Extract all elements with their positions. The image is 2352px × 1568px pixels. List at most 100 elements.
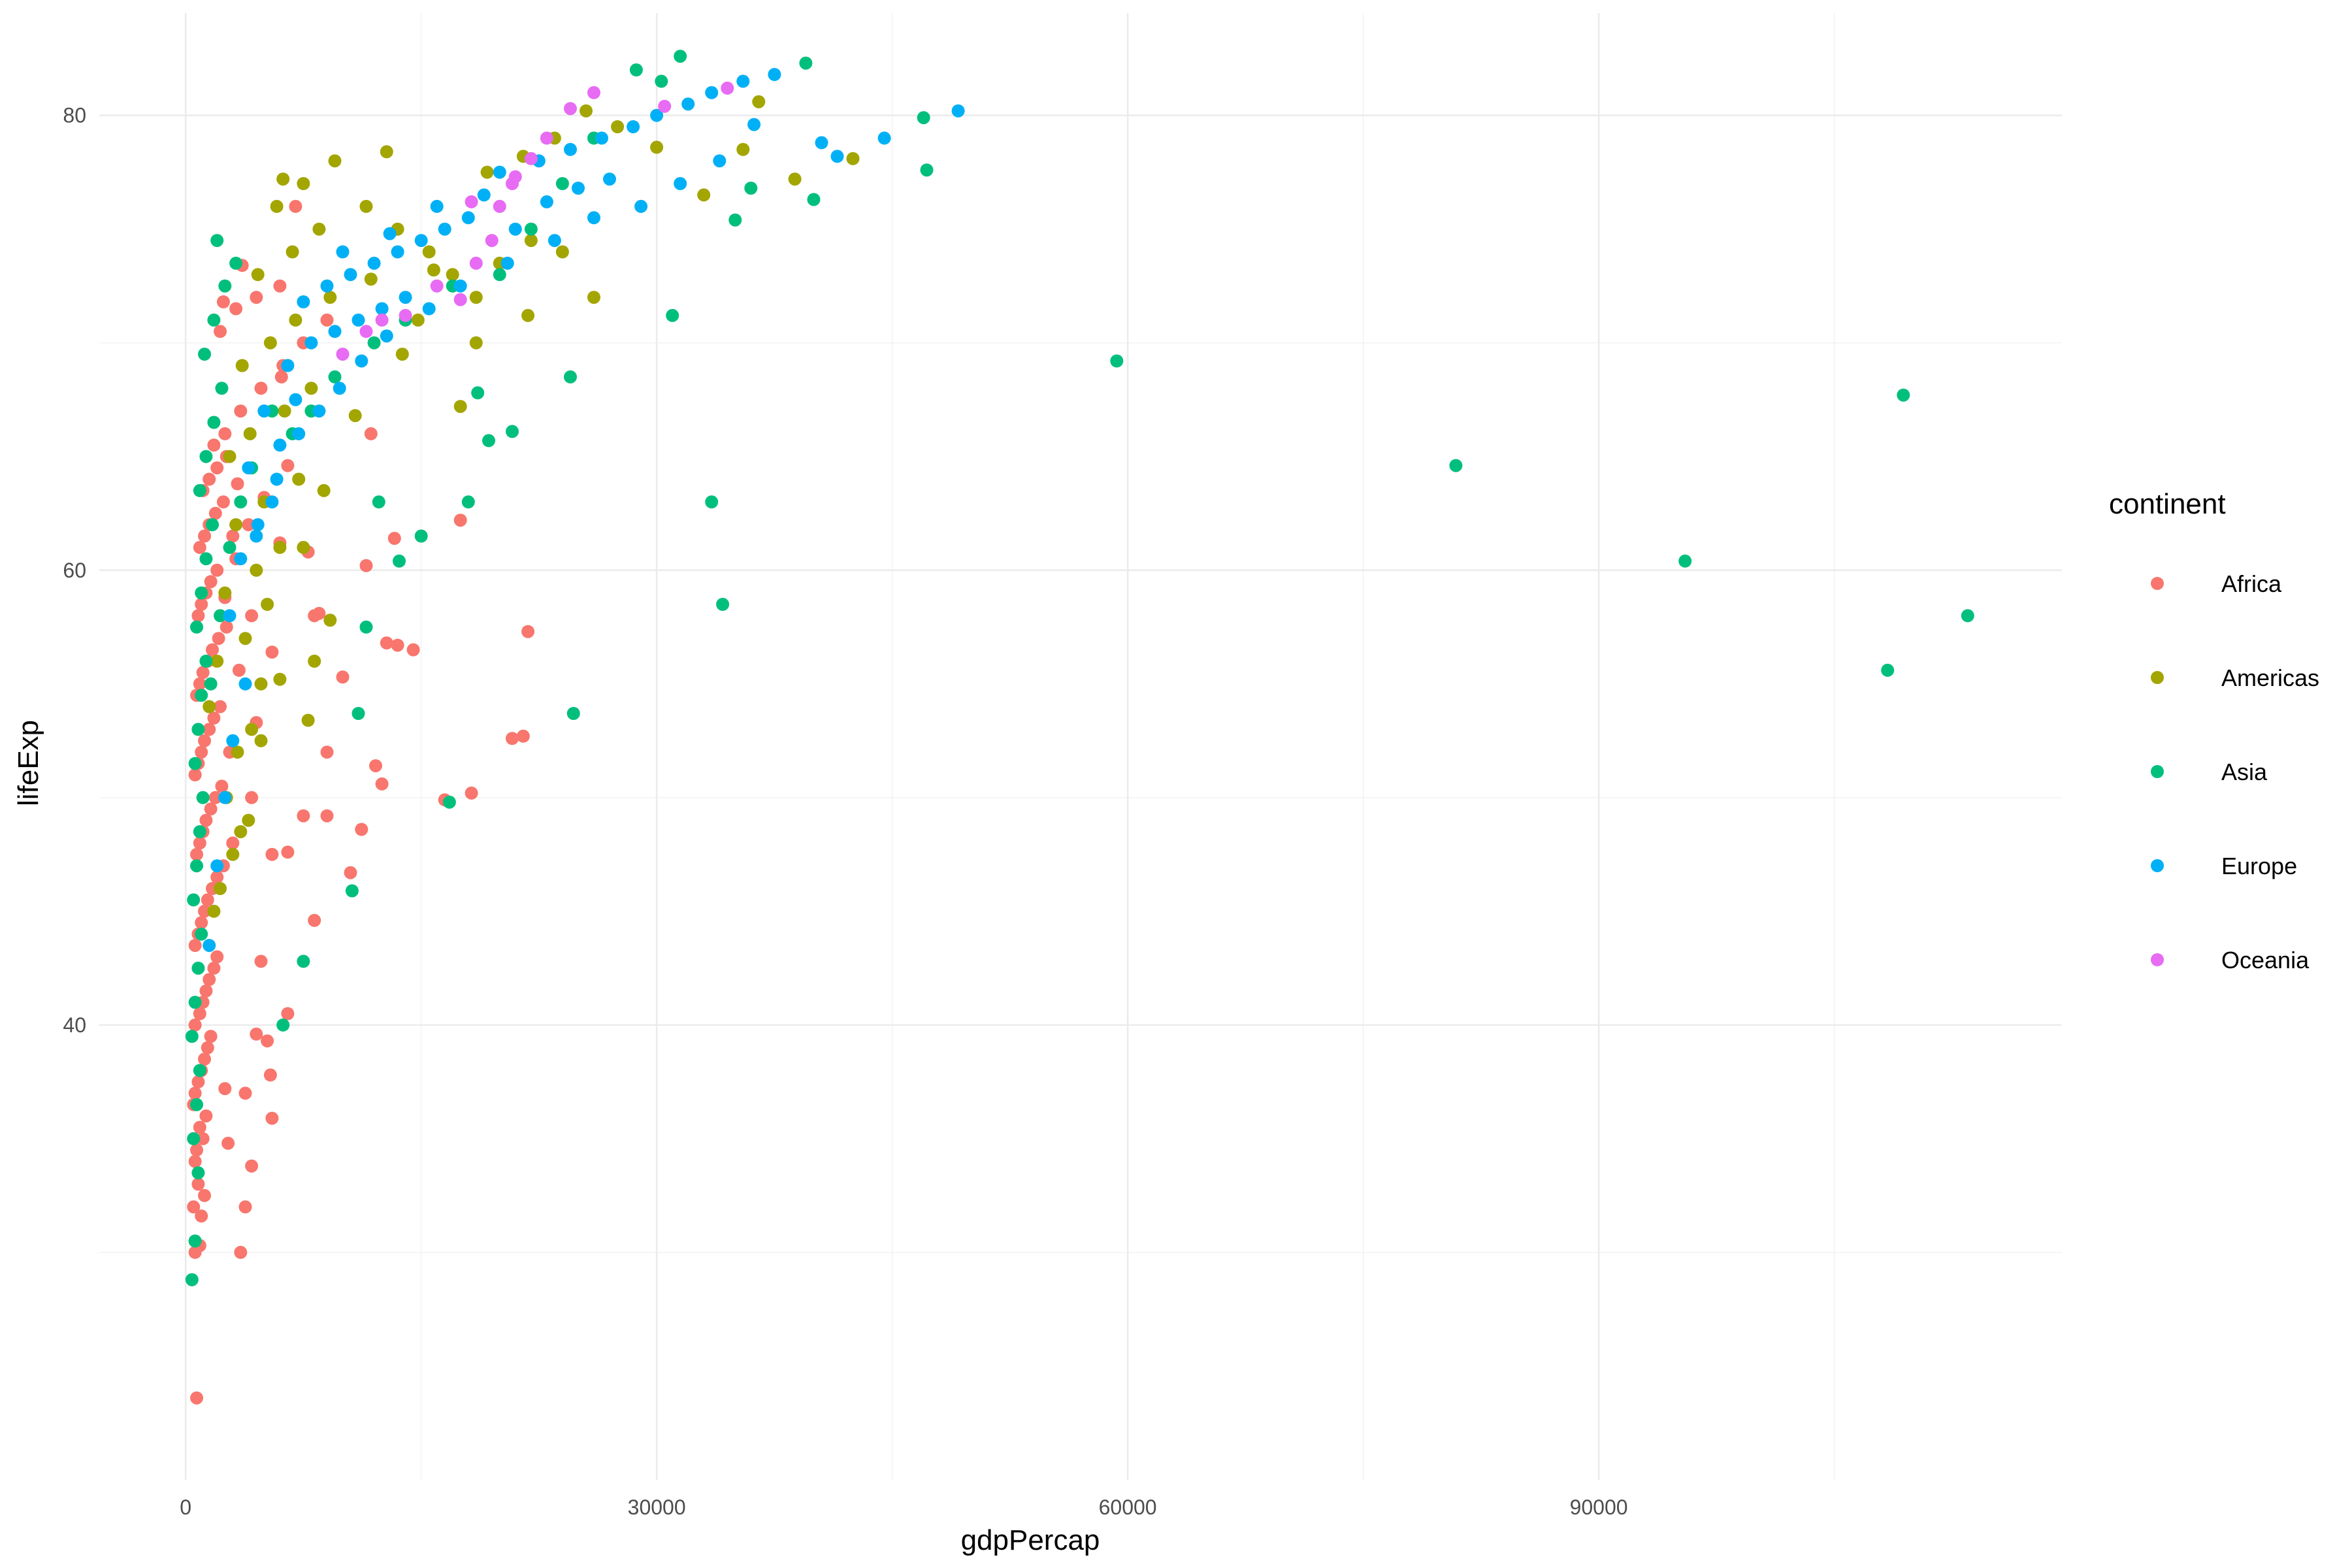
legend: continent Africa Americas Asia Europe Oceani… xyxy=(2109,488,2319,973)
data-point xyxy=(359,199,373,213)
data-point xyxy=(254,734,268,747)
data-point xyxy=(274,370,288,384)
data-point xyxy=(721,81,734,95)
data-point xyxy=(713,154,727,168)
data-point xyxy=(555,177,569,190)
data-point xyxy=(250,529,263,543)
data-point xyxy=(469,256,483,270)
data-point xyxy=(210,563,224,577)
data-point xyxy=(254,955,268,968)
data-point xyxy=(190,1143,203,1157)
data-point xyxy=(206,518,219,532)
data-point xyxy=(375,313,389,327)
series-africa xyxy=(187,199,535,1405)
data-point xyxy=(716,598,730,611)
data-point xyxy=(292,472,306,486)
data-point xyxy=(226,734,240,747)
data-point xyxy=(273,672,287,686)
data-point xyxy=(297,177,310,190)
legend-key-oceania xyxy=(2151,953,2164,966)
legend-label-europe: Europe xyxy=(2221,853,2297,879)
data-point xyxy=(188,757,202,770)
data-point xyxy=(226,836,240,850)
series-asia xyxy=(185,50,1974,1286)
data-point xyxy=(308,609,321,623)
data-point xyxy=(190,847,203,861)
legend-label-oceania: Oceania xyxy=(2221,947,2310,973)
data-point xyxy=(191,1177,205,1191)
data-point xyxy=(257,404,271,418)
data-point xyxy=(216,495,230,509)
data-point xyxy=(216,295,230,308)
data-point xyxy=(221,1136,235,1150)
data-point xyxy=(485,234,498,248)
data-point xyxy=(540,131,553,145)
legend-label-asia: Asia xyxy=(2221,759,2268,785)
data-point xyxy=(297,955,310,968)
data-point xyxy=(188,996,202,1009)
data-point xyxy=(281,845,295,859)
data-point xyxy=(199,552,213,566)
data-point xyxy=(540,195,553,208)
data-point xyxy=(580,104,593,118)
data-point xyxy=(187,1132,201,1145)
data-point xyxy=(453,293,467,306)
data-point xyxy=(245,1159,259,1173)
data-point xyxy=(292,427,306,440)
data-point xyxy=(323,613,337,627)
data-point xyxy=(788,172,802,186)
data-point xyxy=(191,609,205,623)
data-point xyxy=(516,729,530,743)
data-point xyxy=(212,632,225,645)
data-point xyxy=(289,313,302,327)
data-point xyxy=(650,140,664,154)
data-point xyxy=(187,893,201,907)
data-point xyxy=(369,759,382,773)
data-point xyxy=(204,1030,218,1043)
data-point xyxy=(344,268,357,282)
data-point xyxy=(1881,663,1895,677)
data-point xyxy=(190,1391,203,1405)
data-point xyxy=(917,111,930,125)
data-point xyxy=(263,1068,277,1082)
data-point xyxy=(207,438,221,452)
data-point xyxy=(399,291,412,304)
data-point xyxy=(380,636,393,650)
data-point xyxy=(234,1245,248,1259)
data-point xyxy=(521,625,535,638)
data-point xyxy=(482,434,495,448)
data-point xyxy=(198,348,211,361)
data-point xyxy=(951,104,965,118)
data-point xyxy=(317,483,331,497)
data-point xyxy=(234,825,248,838)
data-point xyxy=(196,1132,210,1145)
data-point xyxy=(524,152,538,165)
data-point xyxy=(336,348,350,361)
data-point xyxy=(508,222,522,236)
data-point xyxy=(1449,459,1463,472)
data-point xyxy=(442,795,456,809)
data-point xyxy=(188,768,202,781)
data-point xyxy=(846,152,860,165)
data-point xyxy=(286,245,299,259)
data-point xyxy=(204,802,218,816)
data-point xyxy=(414,529,428,543)
data-point xyxy=(920,163,934,177)
data-point xyxy=(198,529,211,543)
data-point xyxy=(705,495,719,509)
data-point xyxy=(312,222,326,236)
data-point xyxy=(304,336,318,350)
data-point xyxy=(391,245,404,259)
data-point xyxy=(411,313,425,327)
data-point xyxy=(218,586,232,600)
data-point xyxy=(815,136,828,150)
data-point xyxy=(438,222,451,236)
data-point xyxy=(185,1273,199,1286)
data-point xyxy=(383,227,397,240)
data-point xyxy=(231,745,244,759)
data-point xyxy=(206,643,219,657)
data-point xyxy=(744,182,758,195)
data-point xyxy=(229,302,243,316)
data-point xyxy=(207,711,221,725)
legend-key-europe xyxy=(2151,859,2164,872)
